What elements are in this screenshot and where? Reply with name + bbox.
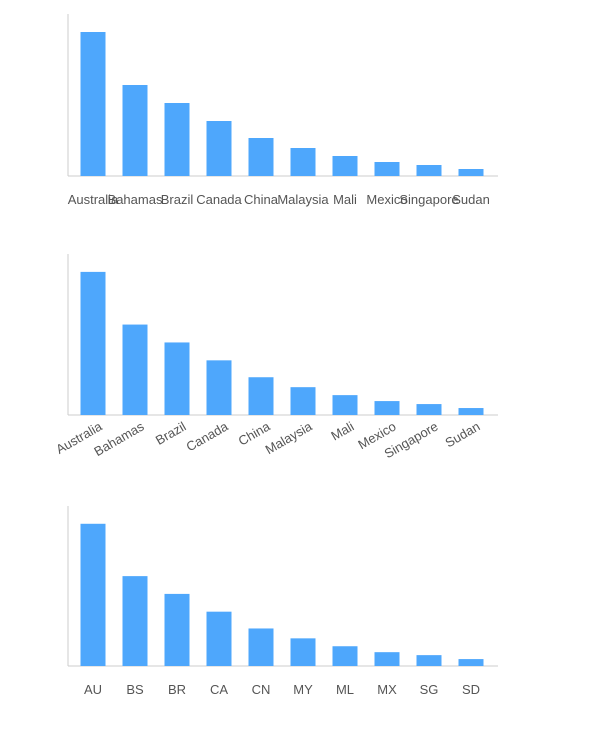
bar — [458, 659, 484, 666]
bar — [416, 165, 442, 176]
bar — [80, 32, 106, 176]
bar — [80, 523, 106, 666]
bar — [248, 138, 274, 176]
bar — [206, 121, 232, 176]
x-tick-label: BS — [126, 682, 144, 697]
bar — [374, 652, 400, 666]
x-tick-label: Australia — [68, 192, 119, 207]
bar — [416, 655, 442, 666]
x-tick-label: Mali — [328, 419, 356, 444]
x-tick-label: Bahamas — [108, 192, 163, 207]
x-tick-label: SD — [462, 682, 480, 697]
bar — [164, 342, 190, 415]
x-tick-label: MY — [293, 682, 313, 697]
bar — [458, 408, 484, 415]
bar — [290, 148, 316, 176]
x-tick-label: Malaysia — [263, 418, 316, 457]
x-tick-label: Singapore — [399, 192, 458, 207]
bar — [206, 611, 232, 666]
bar — [290, 387, 316, 415]
x-tick-label: ML — [336, 682, 354, 697]
bar — [332, 156, 358, 176]
x-tick-label: Malaysia — [277, 192, 329, 207]
bar — [206, 360, 232, 415]
x-tick-label: Sudan — [452, 192, 490, 207]
bar — [332, 395, 358, 415]
bar — [248, 377, 274, 415]
bar — [80, 271, 106, 415]
bar — [416, 404, 442, 415]
x-tick-label: Mali — [333, 192, 357, 207]
x-tick-label: Canada — [184, 418, 232, 454]
x-tick-label: CA — [210, 682, 228, 697]
x-tick-label: AU — [84, 682, 102, 697]
x-tick-label: SG — [420, 682, 439, 697]
bar — [122, 324, 148, 415]
bar — [458, 169, 484, 176]
bar — [164, 593, 190, 666]
bar — [122, 576, 148, 666]
bar — [374, 162, 400, 176]
x-tick-label: Brazil — [161, 192, 194, 207]
bar — [374, 401, 400, 415]
x-tick-label: MX — [377, 682, 397, 697]
x-tick-label: Canada — [196, 192, 242, 207]
bar — [332, 646, 358, 666]
bar — [248, 628, 274, 666]
x-tick-label: BR — [168, 682, 186, 697]
x-tick-label: China — [244, 192, 279, 207]
x-tick-label: Sudan — [442, 419, 482, 451]
x-tick-label: Brazil — [153, 419, 189, 448]
x-tick-label: Mexico — [366, 192, 407, 207]
bar — [290, 638, 316, 666]
bar — [122, 85, 148, 176]
x-tick-label: CN — [252, 682, 271, 697]
bar — [164, 103, 190, 176]
